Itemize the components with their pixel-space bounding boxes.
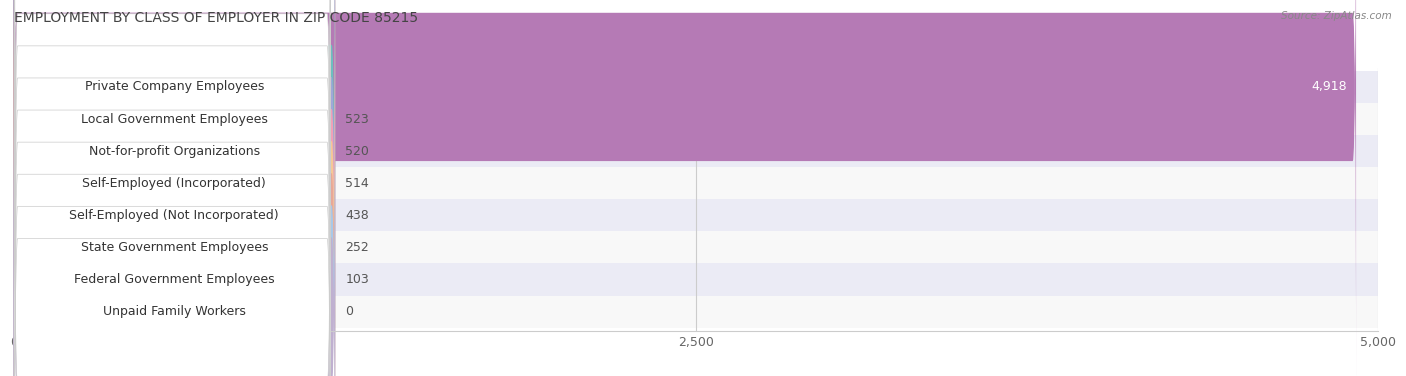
FancyBboxPatch shape [14,0,330,376]
Text: Self-Employed (Incorporated): Self-Employed (Incorporated) [83,177,266,190]
FancyBboxPatch shape [14,0,335,376]
Text: 4,918: 4,918 [1312,80,1347,94]
FancyBboxPatch shape [14,0,330,376]
Bar [14,231,1378,264]
Text: 252: 252 [346,241,370,254]
Bar [14,296,1378,327]
FancyBboxPatch shape [14,0,330,376]
FancyBboxPatch shape [14,0,330,376]
Text: Unpaid Family Workers: Unpaid Family Workers [103,305,246,318]
FancyBboxPatch shape [14,0,335,376]
Text: Local Government Employees: Local Government Employees [82,112,267,126]
FancyBboxPatch shape [14,0,330,376]
Bar [14,264,1378,296]
FancyBboxPatch shape [14,1,335,376]
Text: Federal Government Employees: Federal Government Employees [75,273,274,286]
Bar [14,167,1378,199]
FancyBboxPatch shape [14,0,335,376]
Text: 523: 523 [346,112,370,126]
FancyBboxPatch shape [14,0,330,376]
Text: EMPLOYMENT BY CLASS OF EMPLOYER IN ZIP CODE 85215: EMPLOYMENT BY CLASS OF EMPLOYER IN ZIP C… [14,11,418,25]
FancyBboxPatch shape [14,0,335,376]
Text: 103: 103 [346,273,370,286]
Text: 514: 514 [346,177,370,190]
FancyBboxPatch shape [14,0,335,376]
FancyBboxPatch shape [14,0,335,376]
Bar [14,135,1378,167]
Text: Private Company Employees: Private Company Employees [84,80,264,94]
Bar [14,71,1378,103]
Bar [14,199,1378,231]
Text: Not-for-profit Organizations: Not-for-profit Organizations [89,145,260,158]
Text: 438: 438 [346,209,370,222]
FancyBboxPatch shape [14,0,330,376]
Text: 520: 520 [346,145,370,158]
FancyBboxPatch shape [14,0,1355,376]
Text: State Government Employees: State Government Employees [80,241,269,254]
Text: Self-Employed (Not Incorporated): Self-Employed (Not Incorporated) [69,209,280,222]
FancyBboxPatch shape [14,0,330,376]
Text: 0: 0 [346,305,353,318]
Bar [14,103,1378,135]
Text: Source: ZipAtlas.com: Source: ZipAtlas.com [1281,11,1392,21]
FancyBboxPatch shape [14,0,335,376]
